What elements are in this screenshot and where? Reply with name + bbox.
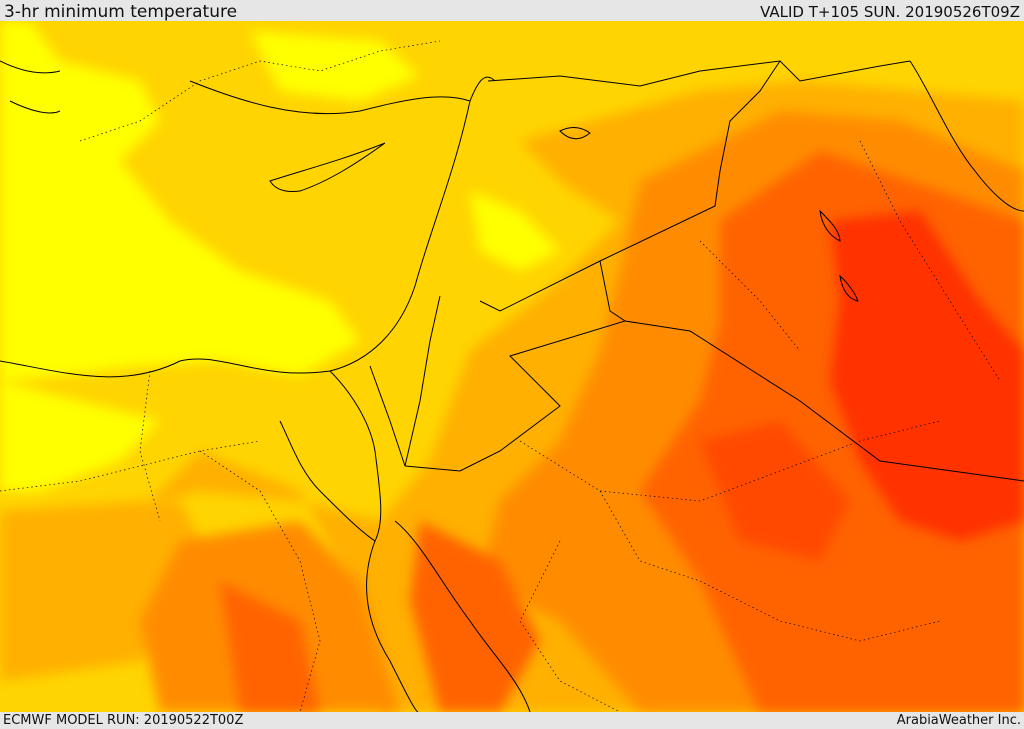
admin-borders — [0, 40, 1001, 712]
model-run-label: ECMWF MODEL RUN: 20190522T00Z — [3, 713, 244, 728]
valid-time-label: VALID T+105 SUN. 20190526T09Z — [760, 3, 1020, 21]
coastlines — [0, 60, 1024, 712]
country-borders — [369, 60, 1024, 482]
footer-bar: ECMWF MODEL RUN: 20190522T00Z ArabiaWeat… — [0, 712, 1024, 729]
temperature-map[interactable] — [0, 21, 1024, 712]
map-title: 3-hr minimum temperature — [4, 2, 238, 22]
header-bar: 3-hr minimum temperature VALID T+105 SUN… — [0, 0, 1024, 22]
credit-label: ArabiaWeather Inc. — [896, 713, 1021, 728]
map-canvas — [0, 21, 1024, 712]
color-band-hottest — [700, 211, 1024, 561]
